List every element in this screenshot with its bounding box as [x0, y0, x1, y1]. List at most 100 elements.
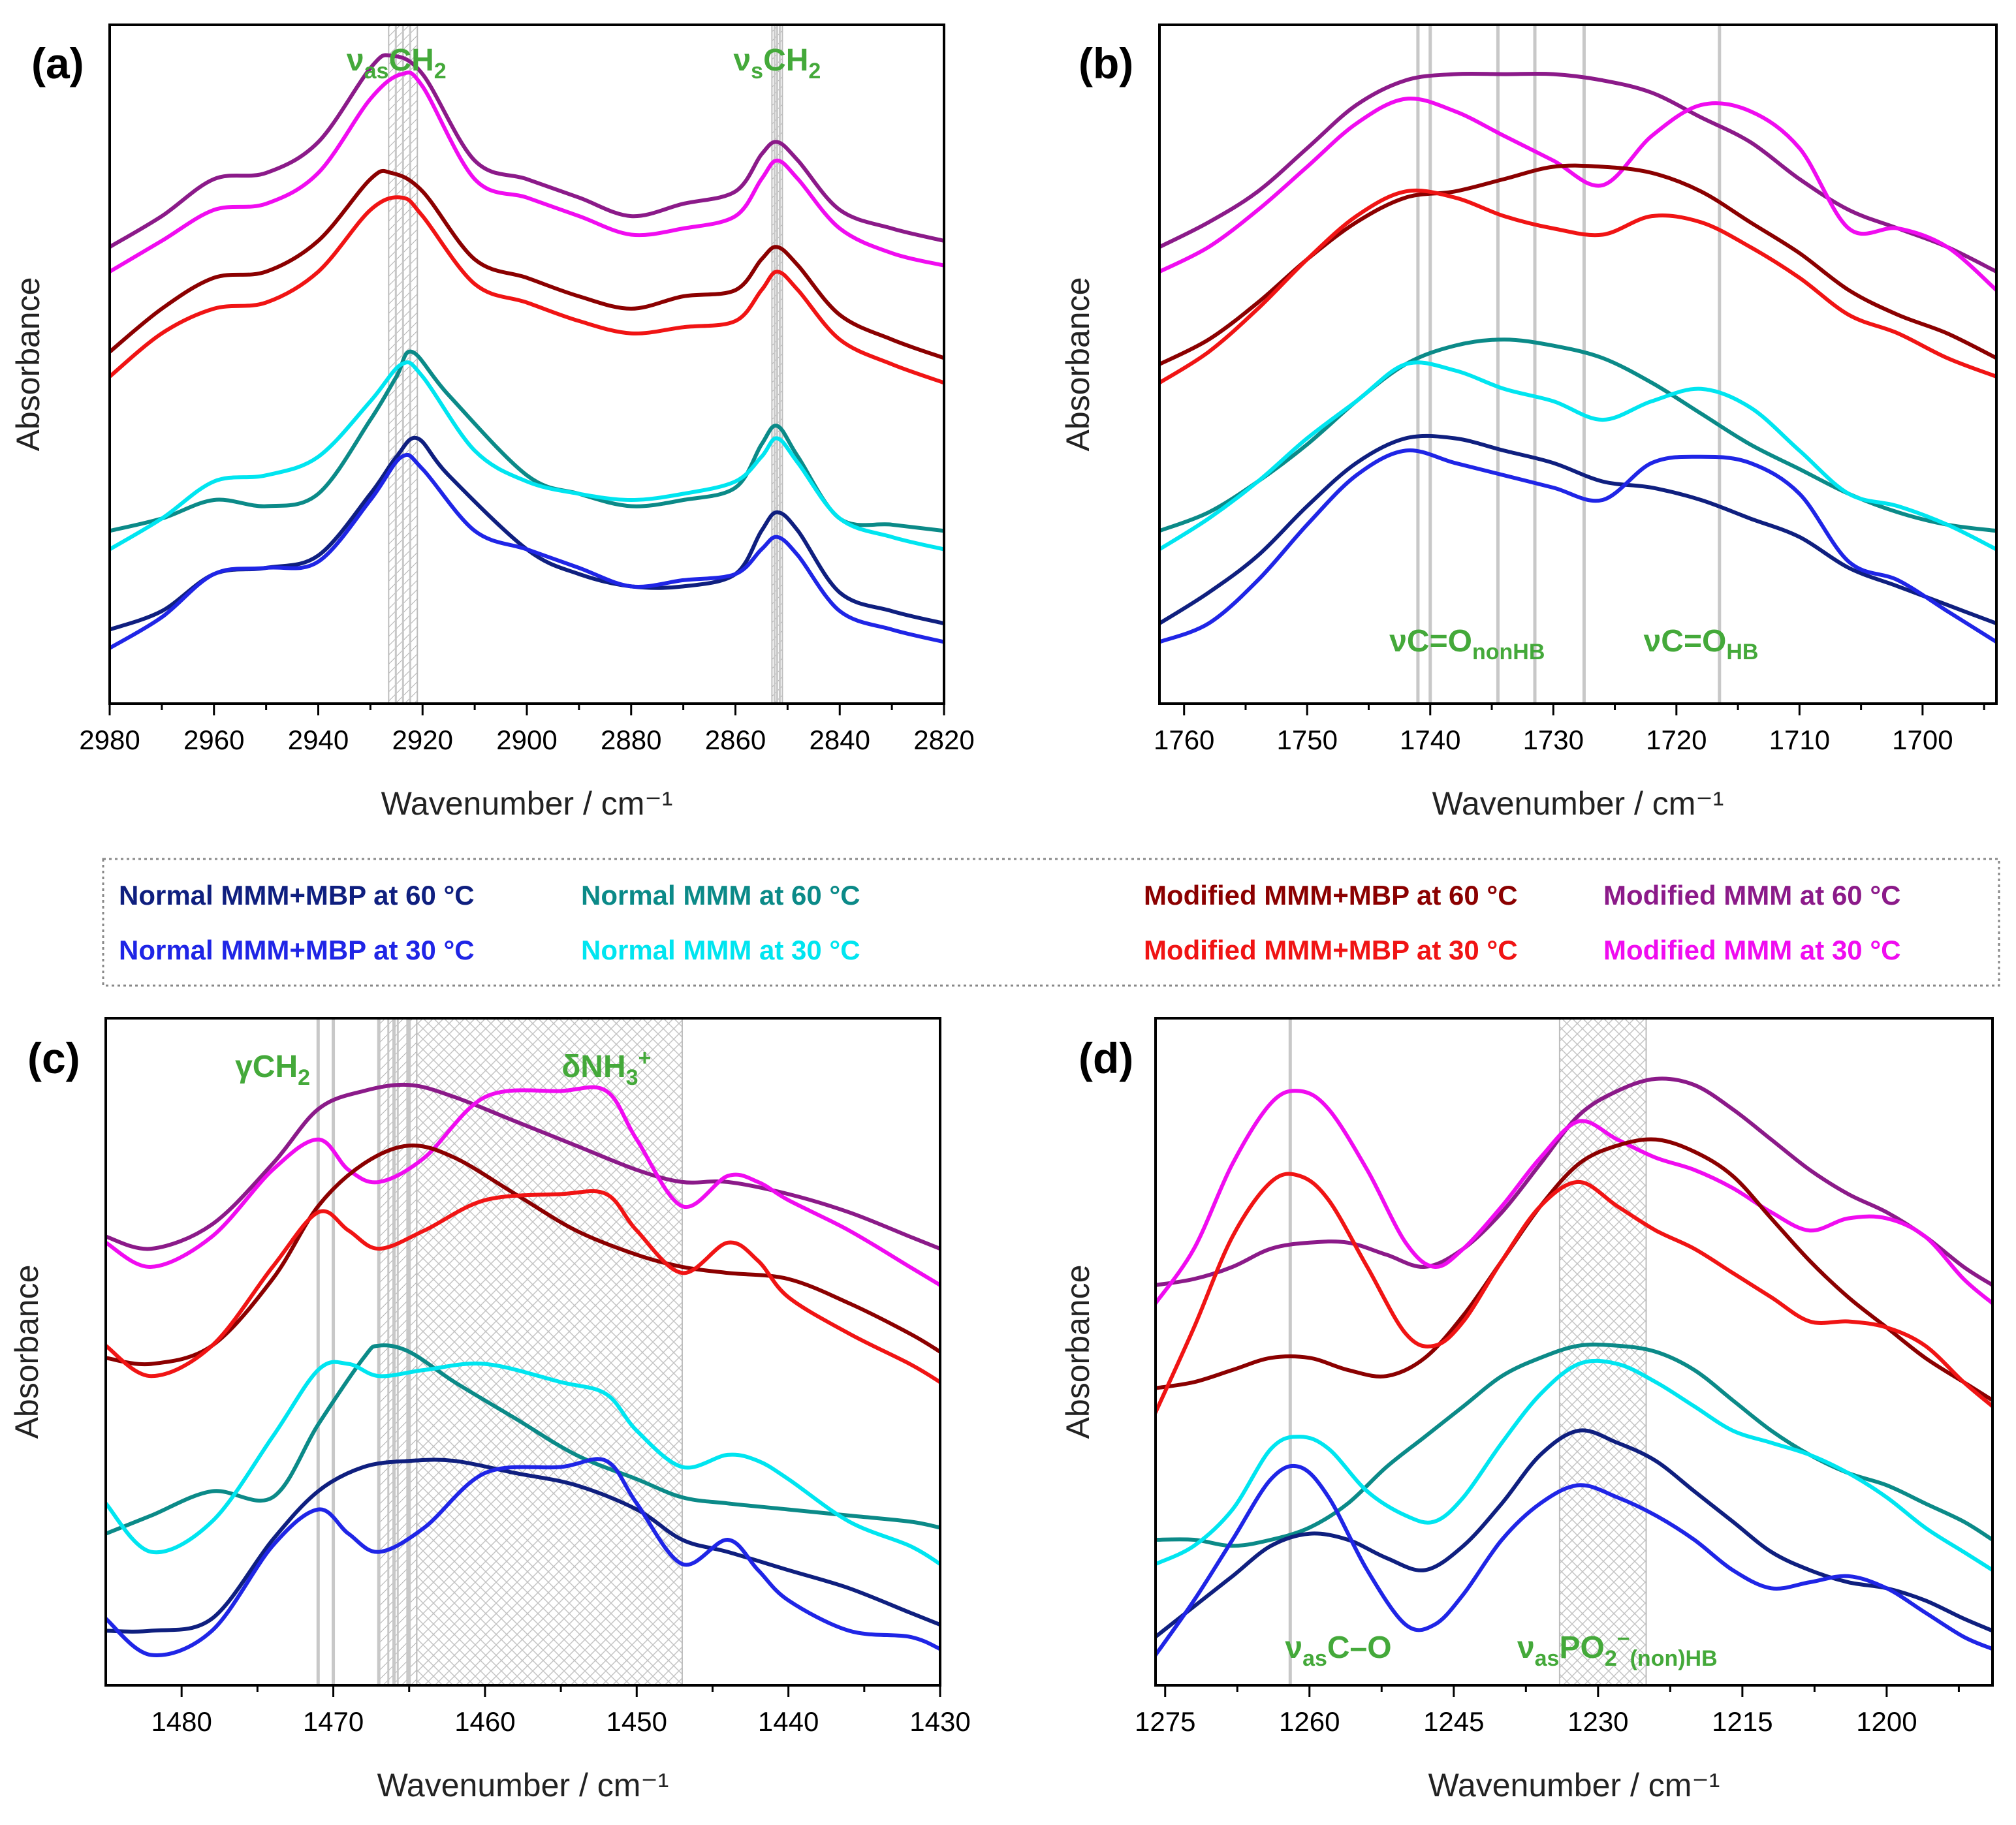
x-tick-label: 1460: [454, 1706, 515, 1737]
series-line-nmbp30: [1156, 1463, 1992, 1657]
x-tick-label: 2900: [496, 725, 557, 755]
plot-frame: [104, 1017, 941, 1687]
y-axis-title: Absorbance: [1060, 277, 1096, 452]
shaded-band: [416, 1018, 683, 1686]
series-line-nmm30: [110, 360, 944, 552]
series-line-nmbp60: [1159, 433, 1996, 626]
band-annotation: νasC–O: [1285, 1630, 1391, 1671]
series-line-mmbp30: [110, 195, 944, 385]
x-tick-label: 2920: [392, 725, 453, 755]
x-tick-label: 1450: [606, 1706, 667, 1737]
series-group: [1159, 71, 1996, 644]
series-line-nmbp30: [1159, 448, 1996, 644]
series-line-mmm60: [106, 1082, 940, 1251]
series-line-nmbp60: [1156, 1428, 1992, 1639]
series-line-nmbp60: [106, 1458, 940, 1634]
series-line-mmm30: [110, 70, 944, 274]
legend-entry-mmm60: Modified MMM at 60 °C: [1603, 880, 1900, 911]
series-line-nmm60: [106, 1343, 940, 1536]
x-tick-label: 1200: [1856, 1706, 1917, 1737]
plot-frame: [1158, 23, 1998, 705]
legend-entry-nmm60: Normal MMM at 60 °C: [581, 880, 860, 911]
y-axis-title: Absorbance: [1060, 1265, 1096, 1439]
series-line-nmbp60: [110, 435, 944, 632]
legend-items: Normal MMM+MBP at 60 °C Normal MMM at 60 …: [119, 880, 1900, 965]
x-tick-label: 1480: [151, 1706, 212, 1737]
panel-c: 1480 1470 1460 1450 1440 1430 Wavenumber / cm⁻…: [8, 1017, 971, 1803]
panel-label: (d): [1079, 1034, 1133, 1082]
legend-entry-nmbp30: Normal MMM+MBP at 30 °C: [119, 935, 475, 965]
series-line-nmm30: [1156, 1358, 1992, 1572]
plot-frame: [108, 23, 945, 705]
series-group: [1156, 1076, 1992, 1657]
band-annotation: δNH3+: [561, 1046, 651, 1090]
x-tick-label: 1215: [1712, 1706, 1772, 1737]
series-line-mmm60: [1159, 71, 1996, 274]
x-tick-label: 1230: [1567, 1706, 1628, 1737]
x-axis-title: Wavenumber / cm⁻¹: [1428, 1767, 1720, 1803]
legend-entry-mmbp60: Modified MMM+MBP at 60 °C: [1144, 880, 1518, 911]
series-line-nmbp30: [106, 1457, 940, 1657]
series-line-mmm60: [110, 53, 944, 249]
series-line-mmbp30: [1159, 188, 1996, 385]
x-axis-title: Wavenumber / cm⁻¹: [377, 1767, 669, 1803]
band-annotation: νC=OnonHB: [1389, 624, 1545, 664]
x-tick-label: 1710: [1769, 725, 1830, 755]
panel-a: 2980 2960 2940 2920 2900 2880 2860 2840 2820 Wave…: [10, 23, 975, 822]
series-group: [110, 53, 944, 650]
band-annotation: νasPO2−(non)HB: [1517, 1627, 1718, 1671]
x-tick-label: 1720: [1646, 725, 1707, 755]
x-tick-label: 1700: [1892, 725, 1953, 755]
series-line-mmm60: [1156, 1076, 1992, 1287]
panel-d: 1275 1260 1245 1230 1215 1200 Wavenumber / cm⁻…: [1060, 1017, 1994, 1803]
series-line-mmbp60: [110, 168, 944, 360]
legend-entry-mmbp30: Modified MMM+MBP at 30 °C: [1144, 935, 1518, 965]
band-annotation: νasCH2: [347, 43, 447, 84]
x-tick-label: 1470: [303, 1706, 364, 1737]
series-line-nmm30: [1159, 360, 1996, 552]
series-line-nmbp30: [110, 452, 944, 650]
series-group: [106, 1082, 940, 1657]
panel-label: (c): [27, 1034, 80, 1082]
y-axis-title: Absorbance: [8, 1265, 45, 1439]
series-line-mmbp60: [1156, 1137, 1992, 1403]
legend-frame: [102, 858, 2000, 987]
x-tick-label: 2880: [601, 725, 661, 755]
band-annotation: νC=OHB: [1644, 624, 1759, 664]
x-tick-label: 2820: [913, 725, 974, 755]
x-tick-label: 2860: [705, 725, 766, 755]
x-tick-label: 2940: [288, 725, 349, 755]
series-line-mmbp30: [1156, 1172, 1992, 1414]
x-tick-label: 2960: [183, 725, 244, 755]
shaded-band: [1558, 1018, 1647, 1686]
panel-label: (b): [1079, 39, 1133, 87]
x-tick-label: 2980: [79, 725, 140, 755]
panels-layer: 2980 2960 2940 2920 2900 2880 2860 2840 2820 Wave…: [8, 23, 1998, 1803]
x-tick-label: 1275: [1135, 1706, 1195, 1737]
series-line-mmm30: [1159, 96, 1996, 292]
panel-b: 1760 1750 1740 1730 1720 1710 1700 Wavenumber /…: [1060, 23, 1998, 822]
series-line-mmm30: [106, 1085, 940, 1287]
series-line-mmbp60: [1159, 163, 1996, 366]
band-annotation: νsCH2: [733, 43, 821, 84]
legend-entry-nmm30: Normal MMM at 30 °C: [581, 935, 860, 965]
x-tick-label: 1760: [1154, 725, 1214, 755]
x-tick-label: 1245: [1423, 1706, 1484, 1737]
legend-entry-mmm30: Modified MMM at 30 °C: [1603, 935, 1900, 965]
plot-frame: [1154, 1017, 1994, 1687]
x-tick-label: 1260: [1279, 1706, 1340, 1737]
series-line-mmm30: [1156, 1089, 1992, 1305]
y-axis-title: Absorbance: [10, 277, 46, 452]
x-tick-label: 1740: [1400, 725, 1460, 755]
x-axis-title: Wavenumber / cm⁻¹: [381, 785, 673, 822]
x-tick-label: 1440: [758, 1706, 819, 1737]
x-tick-label: 2840: [810, 725, 870, 755]
x-tick-label: 1730: [1523, 725, 1584, 755]
panel-label: (a): [31, 39, 84, 87]
x-tick-label: 1750: [1277, 725, 1338, 755]
x-axis-title: Wavenumber / cm⁻¹: [1432, 785, 1724, 822]
legend: Normal MMM+MBP at 60 °C Normal MMM at 60 …: [102, 858, 2000, 987]
series-line-nmm60: [110, 349, 944, 533]
series-line-nmm30: [106, 1360, 940, 1567]
